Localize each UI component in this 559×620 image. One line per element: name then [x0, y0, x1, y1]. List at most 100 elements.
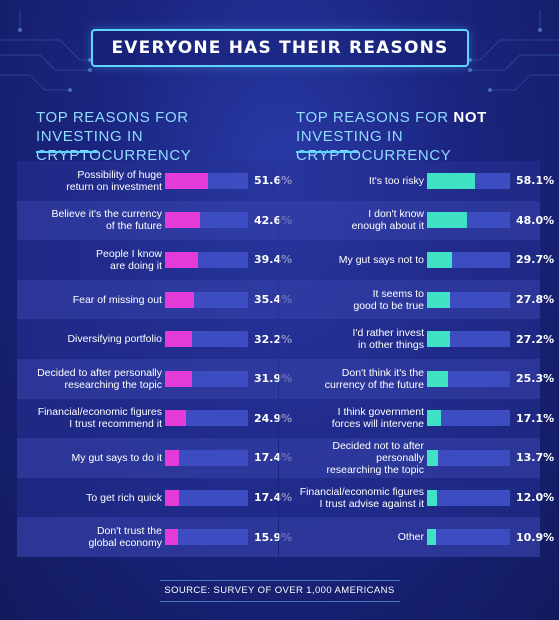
invest-bar	[165, 291, 195, 308]
invest-bar	[165, 410, 186, 427]
page-title: EVERYONE HAS THEIR REASONS	[111, 38, 449, 58]
not-invest-category-label: It's too risky	[368, 174, 424, 187]
not-invest-bar-track	[427, 370, 510, 387]
not-invest-category-label: Don't think it's the currency of the futu…	[324, 366, 424, 391]
invest-bar-track	[165, 212, 248, 229]
not-invest-row: I'd rather invest in other things 27.2%	[279, 319, 555, 359]
invest-bar-track	[165, 410, 248, 427]
not-invest-bar	[427, 529, 436, 546]
invest-category-label: My gut says to do it	[71, 451, 162, 464]
invest-category-label: Possibility of huge return on investment	[66, 168, 162, 193]
not-invest-bar-track	[427, 331, 510, 348]
not-invest-bar	[427, 291, 451, 308]
not-invest-value-label: 25.3%	[516, 372, 555, 386]
not-invest-category-label: Financial/economic figures I trust advise…	[299, 485, 424, 510]
not-invest-value-label: 10.9%	[516, 530, 555, 544]
footer-rule-top	[160, 580, 400, 581]
source-note: SOURCE: SURVEY OF OVER 1,000 AMERICANS	[164, 585, 395, 596]
invest-bar	[165, 489, 180, 506]
not-invest-bar-track	[427, 212, 510, 229]
not-invest-bar-track	[427, 291, 510, 308]
not-invest-row: I don't know enough about it 48.0%	[279, 200, 554, 241]
left-heading: TOP REASONS FOR INVESTING IN CRYPTOCURRE…	[36, 109, 192, 164]
invest-bar	[165, 449, 180, 466]
not-invest-bar	[427, 489, 437, 506]
invest-row: Financial/economic figures I trust recomm…	[17, 399, 292, 439]
invest-category-label: Diversifying portfolio	[67, 333, 162, 346]
invest-chart-panel: Possibility of huge return on investment 5…	[17, 161, 292, 557]
not-invest-bar	[427, 410, 442, 427]
invest-row: Diversifying portfolio 32.2%	[17, 319, 292, 359]
not-invest-bar-track	[427, 489, 510, 506]
invest-category-label: To get rich quick	[86, 491, 162, 504]
invest-bar-track	[165, 489, 248, 506]
right-heading-pre: TOP REASONS FOR	[296, 109, 454, 126]
not-invest-category-label: I think government forces will intervene	[331, 406, 424, 431]
invest-bar	[165, 370, 192, 387]
not-invest-chart-panel: It's too risky 58.1% I don't know enough ab…	[279, 161, 555, 557]
invest-bar-track	[165, 529, 248, 546]
not-invest-category-label: It seems to good to be true	[353, 287, 424, 312]
not-invest-bar-track	[427, 410, 510, 427]
right-heading: TOP REASONS FOR NOT INVESTING IN CRYPTOC…	[296, 108, 558, 165]
invest-row: Decided to after personally researching t…	[17, 359, 292, 399]
not-invest-value-label: 27.8%	[516, 293, 555, 307]
invest-category-label: Decided to after personally researching t…	[37, 366, 162, 391]
left-heading-rule	[36, 151, 98, 153]
invest-bar	[165, 172, 208, 189]
invest-bar-track	[165, 291, 248, 308]
invest-bar	[165, 529, 179, 546]
not-invest-category-label: I'd rather invest in other things	[352, 327, 424, 352]
not-invest-bar-track	[427, 449, 510, 466]
not-invest-category-label: My gut says not to	[338, 253, 424, 266]
invest-row: Possibility of huge return on investment 5…	[17, 161, 292, 201]
invest-bar-track	[165, 331, 248, 348]
invest-category-label: Believe it's the currency of the future	[51, 208, 162, 233]
not-invest-bar-track	[427, 172, 510, 189]
invest-category-label: People I know are doing it	[96, 247, 162, 272]
invest-row: My gut says to do it 17.4%	[17, 438, 292, 478]
invest-row: People I know are doing it 39.4%	[17, 240, 292, 280]
invest-bar-track	[165, 172, 248, 189]
not-invest-bar	[427, 331, 450, 348]
not-invest-row: My gut says not to 29.7%	[279, 240, 554, 280]
invest-bar	[165, 251, 198, 268]
not-invest-row: Don't think it's the currency of the futu…	[279, 359, 554, 399]
not-invest-bar-track	[427, 529, 510, 546]
not-invest-category-label: Decided not to after personally researchi…	[326, 439, 424, 476]
invest-bar-track	[165, 370, 248, 387]
not-invest-bar	[427, 251, 452, 268]
invest-bar-track	[165, 251, 248, 268]
not-invest-category-label: Other	[397, 531, 424, 544]
not-invest-value-label: 13.7%	[516, 451, 555, 465]
not-invest-bar-track	[427, 251, 510, 268]
not-invest-value-label: 17.1%	[516, 411, 555, 425]
not-invest-row: Decided not to after personally researchi…	[279, 438, 554, 478]
not-invest-row: Financial/economic figures I trust advise…	[279, 478, 554, 518]
not-invest-value-label: 12.0%	[516, 491, 555, 505]
invest-category-label: Fear of missing out	[72, 293, 162, 306]
invest-bar	[165, 331, 192, 348]
not-invest-category-label: I don't know enough about it	[351, 208, 424, 233]
not-invest-row: It seems to good to be true 27.8%	[279, 279, 554, 320]
not-invest-row: Other 10.9%	[279, 517, 554, 557]
not-invest-row: It's too risky 58.1%	[279, 161, 554, 201]
not-invest-value-label: 48.0%	[516, 213, 555, 227]
not-invest-value-label: 27.2%	[516, 332, 555, 346]
invest-row: Don't trust the global economy 15.9%	[17, 517, 292, 557]
footer-rule-bottom	[160, 601, 400, 602]
right-heading-emph: NOT	[453, 109, 487, 126]
not-invest-bar	[427, 449, 439, 466]
not-invest-row: I think government forces will intervene 1…	[279, 399, 554, 439]
right-heading-post: INVESTING IN CRYPTOCURRENCY	[296, 128, 452, 164]
invest-row: To get rich quick 17.4%	[17, 478, 292, 518]
invest-row: Fear of missing out 35.4%	[17, 279, 292, 320]
invest-category-label: Don't trust the global economy	[88, 525, 162, 550]
invest-row: Believe it's the currency of the future 42…	[17, 200, 292, 241]
invest-category-label: Financial/economic figures I trust recomm…	[37, 406, 162, 431]
title-banner: EVERYONE HAS THEIR REASONS	[91, 29, 469, 67]
invest-bar	[165, 212, 201, 229]
right-heading-rule	[296, 151, 358, 153]
not-invest-bar	[427, 212, 467, 229]
not-invest-value-label: 58.1%	[516, 174, 555, 188]
